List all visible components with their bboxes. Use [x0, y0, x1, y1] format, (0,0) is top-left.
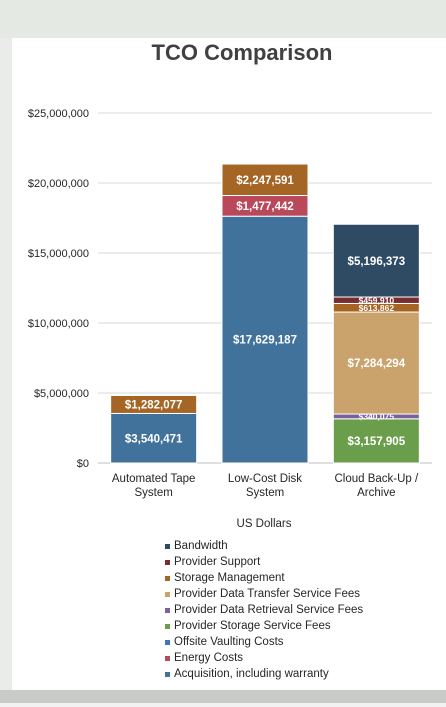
- y-tick-label: $15,000,000: [28, 248, 89, 260]
- bar-segment: [332, 223, 420, 298]
- legend-entry: Bandwidth: [174, 540, 228, 552]
- category-label: System: [246, 487, 284, 499]
- y-tick-label: $0: [77, 458, 89, 470]
- legend-entry: Provider Data Transfer Service Fees: [174, 588, 360, 600]
- category-label: Cloud Back-Up /: [334, 473, 419, 485]
- category-label: Automated Tape: [112, 473, 196, 485]
- legend: Bandwidth Provider Support Storage Managem…: [165, 540, 363, 680]
- data-label: $3,157,905: [348, 436, 406, 448]
- bar-segment: [221, 215, 309, 464]
- data-label: $340,075: [359, 411, 395, 421]
- legend-entry: Storage Management: [174, 572, 285, 584]
- legend-entry: Provider Support: [174, 556, 261, 568]
- bar-segment: [110, 412, 198, 464]
- data-label: $459,910: [359, 295, 395, 305]
- data-label: $3,540,471: [125, 433, 183, 445]
- legend-entry: Provider Data Retrieval Service Fees: [174, 604, 363, 616]
- data-label: $613,862: [359, 303, 395, 313]
- data-label: $1,477,442: [236, 201, 294, 213]
- category-label: Archive: [357, 487, 395, 499]
- data-label: $5,196,373: [348, 256, 406, 268]
- data-label: $2,247,591: [236, 175, 294, 187]
- legend-swatch: [165, 656, 170, 661]
- x-axis-label: US Dollars: [237, 518, 292, 530]
- legend-swatch: [165, 624, 170, 629]
- legend-entry: Offsite Vaulting Costs: [174, 636, 284, 648]
- data-label: $17,629,187: [233, 335, 297, 347]
- legend-swatch: [165, 640, 170, 645]
- top-band: [0, 0, 446, 38]
- category-label: Low-Cost Disk: [228, 473, 302, 485]
- y-tick-label: $25,000,000: [28, 108, 89, 120]
- bottom-line: [0, 703, 446, 707]
- legend-swatch: [165, 672, 170, 677]
- legend-swatch: [165, 608, 170, 613]
- legend-entry: Acquisition, including warranty: [174, 668, 329, 680]
- data-label: $1,282,077: [125, 400, 183, 412]
- bars: [110, 163, 420, 464]
- chart-title: TCO Comparison: [152, 40, 333, 65]
- bar-segment: [221, 163, 309, 197]
- category-label: System: [134, 487, 172, 499]
- legend-swatch: [165, 592, 170, 597]
- y-tick-label: $20,000,000: [28, 178, 89, 190]
- bar-segment: [332, 418, 420, 464]
- y-tick-label: $10,000,000: [28, 318, 89, 330]
- bar-segment: [332, 311, 420, 415]
- legend-swatch: [165, 560, 170, 565]
- category-labels: Automated Tape System Low-Cost Disk System C…: [112, 473, 419, 499]
- y-axis-tick-labels: $0 $5,000,000 $10,000,000 $15,000,000 $20,00…: [28, 108, 89, 470]
- legend-swatch: [165, 544, 170, 549]
- data-labels: $3,540,471 $1,282,077 $17,629,187 $1,477,44…: [125, 175, 406, 448]
- data-label: $7,284,294: [348, 358, 406, 370]
- y-tick-label: $5,000,000: [34, 388, 89, 400]
- legend-swatch: [165, 576, 170, 581]
- bar-segment: [110, 394, 198, 414]
- legend-entry: Provider Storage Service Fees: [174, 620, 331, 632]
- bottom-band: [0, 690, 446, 707]
- legend-entry: Energy Costs: [174, 652, 243, 664]
